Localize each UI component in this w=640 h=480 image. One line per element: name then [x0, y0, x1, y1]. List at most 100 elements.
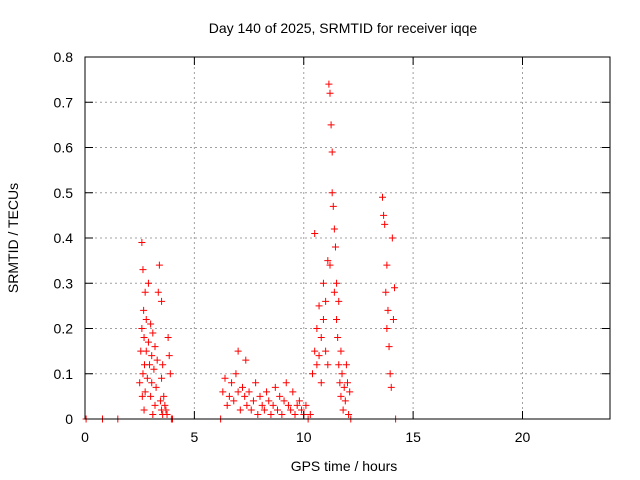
data-point [334, 334, 342, 342]
data-point [335, 297, 343, 305]
data-point [260, 406, 268, 414]
data-point [143, 374, 151, 382]
data-point [254, 410, 262, 418]
data-point [293, 401, 301, 409]
data-point [144, 338, 152, 346]
data-point [155, 261, 163, 269]
y-tick-label: 0.6 [54, 140, 74, 156]
data-point [284, 401, 292, 409]
y-tick-label: 0.5 [54, 185, 74, 201]
data-point [138, 325, 146, 332]
data-point [317, 334, 325, 342]
data-point [383, 325, 391, 332]
data-point [388, 234, 396, 242]
data-point [140, 334, 148, 342]
data-point [165, 352, 173, 360]
data-point [382, 288, 390, 296]
data-point [267, 410, 275, 418]
data-point [276, 392, 284, 400]
x-tick-label: 0 [81, 429, 89, 445]
data-point [225, 392, 233, 400]
data-point [148, 352, 156, 360]
data-point [161, 401, 169, 409]
data-point [230, 397, 238, 405]
data-point [140, 306, 148, 314]
data-point [265, 397, 273, 405]
data-point [338, 370, 346, 378]
data-point [328, 148, 336, 156]
data-point [150, 365, 158, 373]
data-point [274, 406, 281, 414]
data-point [298, 406, 306, 414]
data-point [138, 239, 146, 247]
data-point [381, 220, 389, 228]
data-point [345, 410, 353, 418]
data-point [243, 401, 251, 409]
data-point [340, 383, 348, 391]
data-point [151, 401, 159, 409]
data-point [335, 361, 343, 369]
data-point [333, 315, 341, 323]
data-point [389, 315, 397, 323]
data-point [330, 288, 338, 296]
data-point [151, 343, 159, 351]
data-point [324, 257, 332, 265]
data-point [245, 388, 253, 396]
data-point [147, 392, 155, 400]
data-point [271, 383, 279, 391]
data-point [383, 261, 391, 269]
data-point [319, 279, 327, 287]
data-point [336, 379, 344, 387]
data-point [337, 392, 345, 400]
data-point [139, 370, 147, 378]
data-point [232, 370, 240, 378]
data-point [158, 374, 166, 382]
data-point [269, 401, 277, 409]
x-tick-label: 10 [296, 429, 312, 445]
data-point [311, 347, 319, 355]
data-point [242, 356, 250, 364]
data-point [160, 392, 168, 400]
data-point [258, 401, 266, 409]
data-point [263, 388, 271, 396]
data-point [152, 383, 160, 391]
data-point [278, 410, 286, 418]
data-point [153, 356, 161, 364]
data-point [344, 379, 351, 387]
data-point [247, 406, 255, 414]
data-point [236, 406, 244, 414]
data-point [138, 392, 146, 400]
data-point [144, 279, 152, 287]
data-point [329, 202, 337, 210]
data-point [158, 297, 166, 305]
axis-ticks: 0 0.1 0.2 0.3 0.4 0.5 0.6 0.7 0.8 0 5 10 15 20 [54, 49, 610, 445]
data-point [325, 80, 333, 88]
data-point [337, 347, 345, 355]
data-point [166, 370, 174, 378]
data-point [149, 410, 157, 418]
y-tick-label: 0.7 [54, 94, 74, 110]
data-point [322, 297, 330, 305]
data-point [306, 410, 314, 418]
data-point [291, 410, 299, 418]
data-point [159, 361, 167, 369]
data-point [315, 302, 323, 310]
data-point [136, 379, 144, 387]
data-point [282, 379, 290, 387]
y-tick-label: 0.8 [54, 49, 74, 65]
data-point [141, 288, 149, 296]
y-tick-label: 0 [65, 411, 73, 427]
data-point [326, 261, 334, 269]
data-point [379, 193, 386, 201]
data-point [241, 392, 249, 400]
y-tick-label: 0.1 [54, 366, 74, 382]
x-tick-label: 5 [190, 429, 198, 445]
data-point [139, 266, 147, 274]
data-point [330, 225, 338, 233]
data-point [142, 347, 150, 355]
data-point [234, 388, 242, 396]
data-point [324, 361, 332, 369]
data-point [385, 343, 393, 351]
x-tick-label: 15 [405, 429, 421, 445]
data-point [140, 406, 148, 414]
